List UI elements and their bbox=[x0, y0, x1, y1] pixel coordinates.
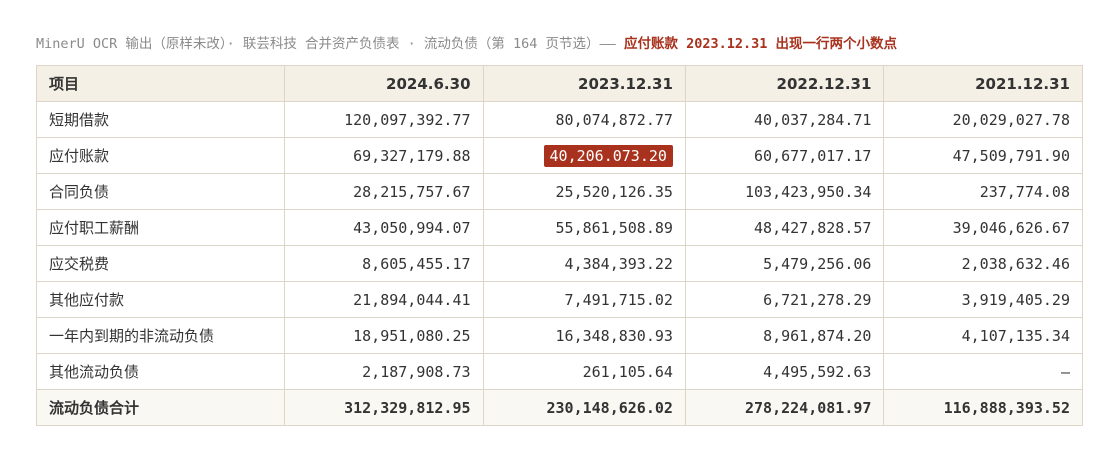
cell: 116,888,393.52 bbox=[883, 389, 1083, 426]
header-cell: 2024.6.30 bbox=[284, 65, 484, 102]
cell: 237,774.08 bbox=[883, 173, 1083, 210]
cell: 3,919,405.29 bbox=[883, 281, 1083, 318]
table-row: 流动负债合计 312,329,812.95 230,148,626.02 278,22… bbox=[36, 389, 1083, 426]
table-row: 一年内到期的非流动负债 18,951,080.25 16,348,830.93 8,9… bbox=[36, 317, 1083, 354]
table-row: 应付职工薪酬 43,050,994.07 55,861,508.89 48,427,8… bbox=[36, 209, 1083, 246]
caption-text: MinerU OCR 输出（原样未改）· 联芸科技 合并资产负债表 · 流动负债… bbox=[36, 36, 624, 52]
cell: 120,097,392.77 bbox=[284, 101, 484, 138]
cell: 261,105.64 bbox=[482, 353, 686, 390]
cell: 16,348,830.93 bbox=[482, 317, 686, 354]
header-row: 项目 2024.6.30 2023.12.31 2022.12.31 2021.12.3… bbox=[36, 65, 1083, 102]
cell: 103,423,950.34 bbox=[684, 173, 885, 210]
cell: 47,509,791.90 bbox=[883, 137, 1083, 174]
cell: 55,861,508.89 bbox=[482, 209, 686, 246]
flagged-cell: 40,206.073.20 bbox=[482, 137, 686, 174]
cell: 4,495,592.63 bbox=[684, 353, 885, 390]
cell: — bbox=[883, 353, 1083, 390]
cell: 其他应付款 bbox=[36, 281, 285, 318]
header-cell: 项目 bbox=[36, 65, 285, 102]
cell: 2,187,908.73 bbox=[284, 353, 484, 390]
caption: MinerU OCR 输出（原样未改）· 联芸科技 合并资产负债表 · 流动负债… bbox=[36, 32, 897, 52]
cell: 4,384,393.22 bbox=[482, 245, 686, 282]
cell: 312,329,812.95 bbox=[284, 389, 484, 426]
table-row: 其他应付款 21,894,044.41 7,491,715.02 6,721,278.… bbox=[36, 281, 1083, 318]
cell: 21,894,044.41 bbox=[284, 281, 484, 318]
cell: 18,951,080.25 bbox=[284, 317, 484, 354]
table-row: 其他流动负债 2,187,908.73 261,105.64 4,495,592.63… bbox=[36, 353, 1083, 390]
cell: 28,215,757.67 bbox=[284, 173, 484, 210]
cell: 应付账款 bbox=[36, 137, 285, 174]
cell: 7,491,715.02 bbox=[482, 281, 686, 318]
cell: 20,029,027.78 bbox=[883, 101, 1083, 138]
cell: 69,327,179.88 bbox=[284, 137, 484, 174]
caption-highlight: 应付账款 2023.12.31 出现一行两个小数点 bbox=[623, 36, 897, 52]
cell: 40,037,284.71 bbox=[684, 101, 885, 138]
cell: 39,046,626.67 bbox=[883, 209, 1083, 246]
cell: 43,050,994.07 bbox=[284, 209, 484, 246]
cell: 一年内到期的非流动负债 bbox=[36, 317, 285, 354]
cell: 5,479,256.06 bbox=[684, 245, 885, 282]
header-cell: 2022.12.31 bbox=[684, 65, 885, 102]
flagged-value: 40,206.073.20 bbox=[543, 144, 673, 167]
cell: 应交税费 bbox=[36, 245, 285, 282]
table-row: 合同负债 28,215,757.67 25,520,126.35 103,423,95… bbox=[36, 173, 1083, 210]
cell: 8,605,455.17 bbox=[284, 245, 484, 282]
table: 项目 2024.6.30 2023.12.31 2022.12.31 2021.12.3… bbox=[36, 65, 1083, 426]
table-row: 应交税费 8,605,455.17 4,384,393.22 5,479,256.06… bbox=[36, 245, 1083, 282]
header-cell: 2021.12.31 bbox=[883, 65, 1083, 102]
cell: 48,427,828.57 bbox=[684, 209, 885, 246]
cell: 278,224,081.97 bbox=[684, 389, 885, 426]
cell: 25,520,126.35 bbox=[482, 173, 686, 210]
header-cell: 2023.12.31 bbox=[482, 65, 686, 102]
cell: 4,107,135.34 bbox=[883, 317, 1083, 354]
cell: 230,148,626.02 bbox=[482, 389, 686, 426]
cell: 6,721,278.29 bbox=[684, 281, 885, 318]
cell: 80,074,872.77 bbox=[482, 101, 686, 138]
table-row: 应付账款 69,327,179.88 40,206.073.20 60,677,017… bbox=[36, 137, 1083, 174]
cell: 短期借款 bbox=[36, 101, 285, 138]
cell: 2,038,632.46 bbox=[883, 245, 1083, 282]
table-row: 短期借款 120,097,392.77 80,074,872.77 40,037,28… bbox=[36, 101, 1083, 138]
cell: 其他流动负债 bbox=[36, 353, 285, 390]
cell: 应付职工薪酬 bbox=[36, 209, 285, 246]
cell: 合同负债 bbox=[36, 173, 285, 210]
cell: 8,961,874.20 bbox=[684, 317, 885, 354]
cell: 60,677,017.17 bbox=[684, 137, 885, 174]
cell: 流动负债合计 bbox=[36, 389, 285, 426]
